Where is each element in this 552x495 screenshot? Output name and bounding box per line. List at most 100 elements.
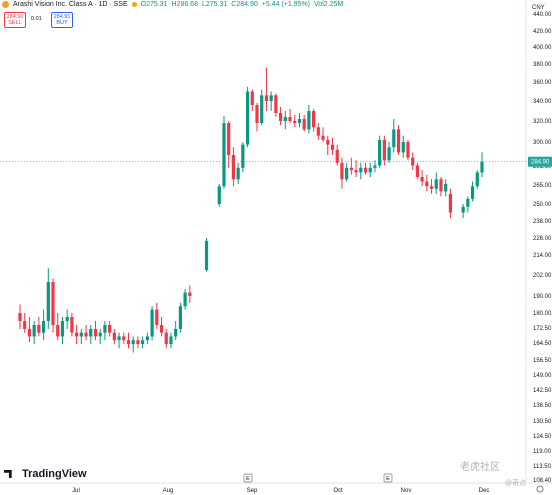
candle-body [302, 119, 306, 130]
candle-body [439, 179, 443, 192]
candle-body [269, 95, 273, 101]
candle-body [326, 139, 330, 145]
candle-body [108, 325, 112, 333]
earnings-marker-icon[interactable] [243, 473, 253, 483]
y-tick-label: 300.00 [533, 140, 552, 146]
candle-body [112, 332, 116, 341]
sell-label: SELL [8, 20, 22, 26]
y-tick-label: 340.00 [533, 99, 552, 105]
candle-body [75, 332, 79, 337]
sell-button[interactable]: 284.90 SELL [4, 12, 26, 28]
y-tick-label: 130.50 [533, 419, 552, 425]
y-tick-label: 202.00 [533, 273, 552, 279]
candle-body [126, 340, 131, 345]
candle-body [204, 240, 209, 270]
settings-gear-icon[interactable] [536, 485, 544, 493]
market-status-icon [131, 2, 137, 7]
y-tick-label: 214.00 [533, 253, 552, 259]
candle-body [222, 123, 226, 187]
ohlc-close: C284.90 [231, 1, 258, 8]
candle-body [466, 198, 470, 207]
candle-body [169, 336, 173, 345]
y-tick-label: 420.00 [533, 29, 552, 35]
y-tick-label: 172.50 [533, 326, 552, 332]
candle-body [420, 176, 424, 182]
candle-body [401, 142, 405, 153]
candle-body [65, 317, 69, 321]
earnings-marker-letter: E [246, 476, 250, 482]
ohlc-low: L275.31 [201, 1, 228, 8]
y-tick-label: 108.40 [533, 478, 552, 484]
y-tick-label: 238.00 [533, 219, 552, 225]
y-tick-label: 136.50 [533, 403, 552, 409]
brand-name: TradingView [22, 468, 87, 480]
tradingview-logo[interactable]: TradingView [4, 468, 87, 480]
candle-body [89, 328, 93, 337]
candle-body [330, 144, 335, 150]
candle-body [475, 172, 479, 187]
candle-body [448, 193, 453, 213]
candle-body [241, 144, 245, 168]
candle-body [231, 155, 236, 180]
y-tick-label: 113.50 [533, 464, 552, 470]
y-tick-label: 124.50 [533, 434, 552, 440]
y-tick-label: 180.00 [533, 311, 552, 317]
candle-body [23, 321, 27, 329]
community-watermark-sub: @奇点 [505, 480, 527, 487]
candle-body [297, 119, 302, 124]
candle-body [245, 91, 250, 145]
candle-body [392, 129, 396, 148]
candle-body [32, 325, 36, 337]
last-price-label: 284.90 [531, 160, 550, 166]
candle-body [98, 332, 102, 337]
candle-body [425, 181, 429, 187]
candle-body [37, 325, 41, 333]
candle-body [382, 139, 386, 161]
candle-body [141, 340, 145, 345]
candle-body [411, 157, 415, 166]
candle-body [159, 325, 164, 333]
candle-body [312, 111, 316, 128]
candle-body [429, 186, 434, 189]
candle-body [117, 336, 121, 341]
x-tick-label: Oct [333, 488, 343, 494]
candle-body [434, 179, 438, 189]
candle-body [260, 95, 264, 124]
candle-body [60, 321, 65, 337]
candle-body [46, 282, 50, 321]
y-tick-label: 164.50 [533, 341, 552, 347]
candle-body [444, 183, 448, 192]
candle-body [250, 91, 254, 105]
candle-body [155, 309, 159, 325]
candle-body [406, 142, 410, 158]
candle-body [316, 127, 320, 136]
y-tick-label: 119.00 [533, 449, 552, 455]
candle-body [131, 340, 135, 345]
candle-body [103, 325, 107, 333]
candle-body [340, 162, 344, 180]
earnings-marker-icon[interactable] [383, 473, 393, 483]
symbol-title[interactable]: Arashi Vision Inc. Class A · 1D · SSE [13, 1, 128, 8]
candle-body [51, 282, 55, 325]
y-tick-label: 360.00 [533, 80, 552, 86]
y-tick-label: 142.50 [533, 388, 552, 394]
candle-body [349, 167, 353, 171]
candle-body [27, 328, 32, 337]
candle-body [470, 186, 475, 199]
x-tick-label: Aug [163, 488, 174, 494]
candle-body [288, 117, 292, 121]
y-tick-label: 400.00 [533, 45, 552, 51]
candle-body [150, 309, 154, 337]
buy-button[interactable]: 284.91 BUY [51, 12, 73, 28]
tradingview-logo-icon [4, 470, 12, 478]
candle-body [345, 167, 349, 180]
candle-body [307, 111, 311, 130]
candle-body [56, 325, 60, 337]
candle-body [122, 336, 126, 341]
candle-body [278, 113, 283, 121]
y-tick-label: 149.00 [533, 373, 552, 379]
candle-body [293, 121, 297, 124]
buy-price: 284.91 [53, 14, 71, 20]
candle-body [378, 139, 382, 166]
